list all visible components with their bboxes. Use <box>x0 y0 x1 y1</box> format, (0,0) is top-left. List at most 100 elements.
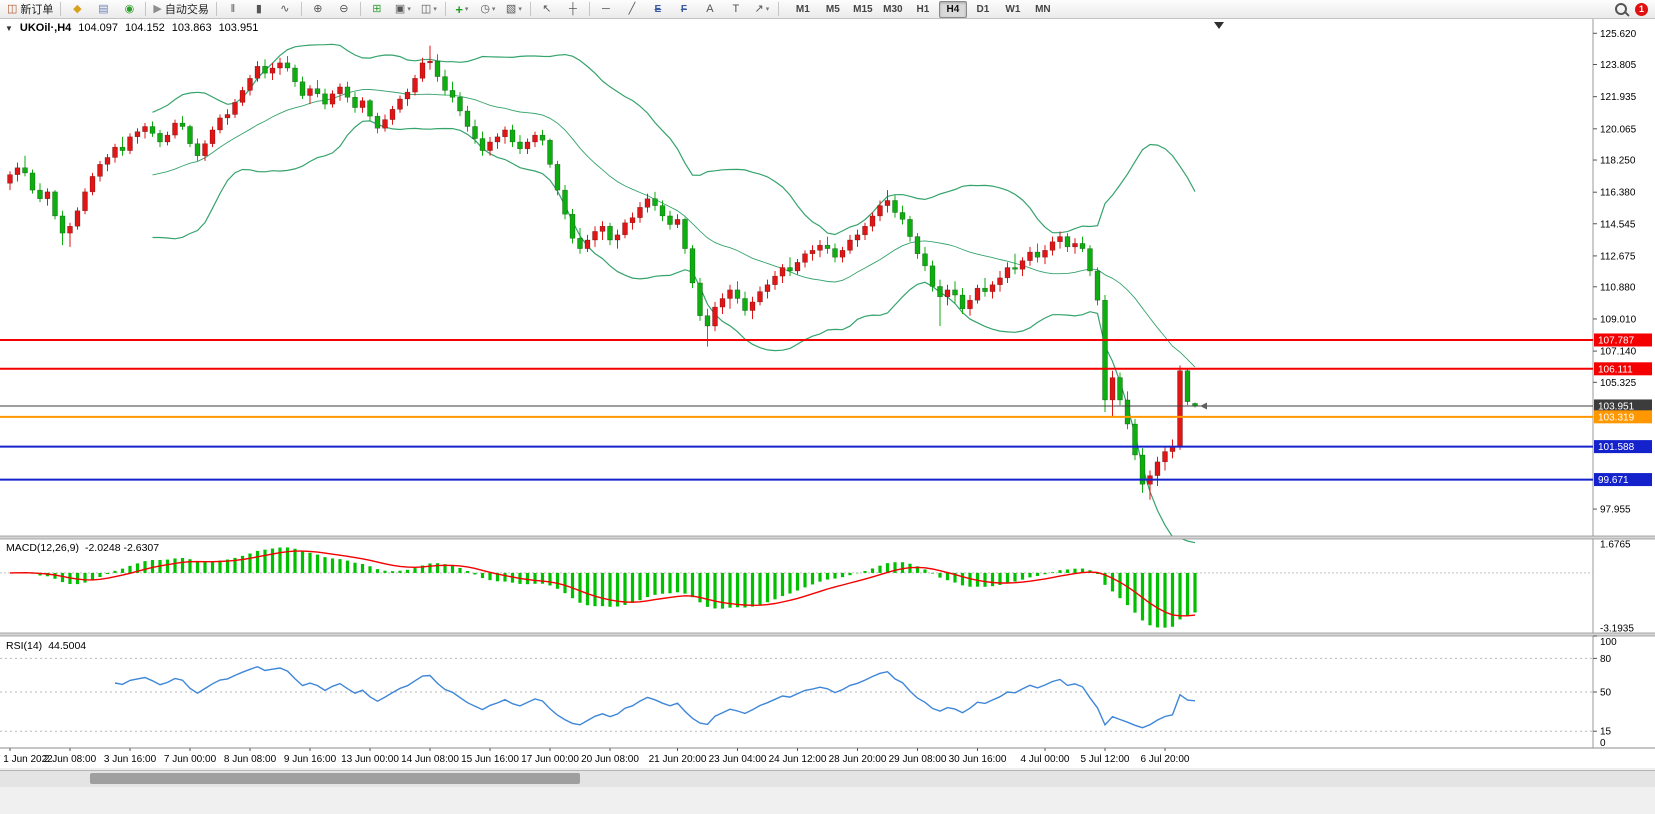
macd-name: MACD(12,26,9) <box>6 542 79 554</box>
svg-text:105.325: 105.325 <box>1600 378 1637 389</box>
candle-body <box>367 100 373 117</box>
trendline-button[interactable]: ╱ <box>619 0 645 18</box>
zoom-out-icon: ⊖ <box>339 2 349 15</box>
candle-body <box>352 97 358 108</box>
candle-body <box>479 138 486 151</box>
autotrading-icon: ▶ <box>153 2 162 15</box>
text-tool-button[interactable]: A <box>697 0 723 18</box>
candle-body <box>202 143 208 156</box>
candle-body <box>742 298 748 311</box>
chart-bars-button[interactable]: ‖ <box>220 0 246 18</box>
rsi-name: RSI(14) <box>6 640 43 652</box>
candle-body <box>389 109 396 120</box>
timeframe-m30-button[interactable]: M30 <box>883 3 903 15</box>
timeframe-h1-button[interactable]: H1 <box>916 3 930 15</box>
panel-separator[interactable] <box>0 536 1655 539</box>
label-tool-icon: T <box>732 2 740 15</box>
candle-body <box>607 225 613 241</box>
time-axis-label: 20 Jun 08:00 <box>581 754 639 765</box>
macd-panel: 1.6765 -3.1935 <box>0 540 1634 635</box>
timeframe-m15-button[interactable]: M15 <box>853 3 873 15</box>
candle-body <box>854 234 861 241</box>
toolbar-separator <box>777 2 779 16</box>
svg-text:0: 0 <box>1600 738 1606 749</box>
cursor-button[interactable]: ↖ <box>534 0 560 18</box>
cascade-windows-button[interactable]: ▣ ▾ <box>390 0 416 18</box>
candle-body <box>554 164 561 191</box>
candle-body <box>1049 241 1056 251</box>
candle-body <box>1012 267 1018 270</box>
autotrading-button[interactable]: ▶ 自动交易 <box>149 0 212 18</box>
toolbar-separator <box>145 2 147 16</box>
candle-body <box>644 198 651 208</box>
timeframe-h4-button[interactable]: H4 <box>938 0 967 18</box>
chart-candles-icon: ▮ <box>255 2 262 15</box>
symbol-period-label: UKOil·,H4 <box>19 22 72 34</box>
candle-body <box>584 239 591 249</box>
candle-body <box>899 212 906 220</box>
horizontal-line-button[interactable]: ─ <box>593 0 619 18</box>
one-click-collapse-icon[interactable]: ▼ <box>5 23 13 33</box>
template-button[interactable]: ▧ ▾ <box>501 0 527 18</box>
timeframe-m1-button[interactable]: M1 <box>795 3 810 15</box>
candle-body <box>322 93 328 105</box>
navigator-button[interactable]: ◉ <box>116 0 142 18</box>
tile-windows-button[interactable]: ⊞ <box>364 0 390 18</box>
svg-text:121.935: 121.935 <box>1600 92 1637 103</box>
candle-body <box>472 126 478 139</box>
candle-body <box>52 191 58 217</box>
candle-body <box>787 267 793 272</box>
price-tag-label: 106.111 <box>1598 364 1633 375</box>
label-tool-button[interactable]: T <box>723 0 749 18</box>
arrange-windows-button[interactable]: ◫ ▾ <box>416 0 442 18</box>
zoom-out-button[interactable]: ⊖ <box>331 0 357 18</box>
toolbar-separator <box>359 2 361 16</box>
toolbar-separator <box>215 2 217 16</box>
time-axis-label: 4 Jul 00:00 <box>1021 754 1070 765</box>
new-order-button[interactable]: ◫ 新订单 <box>3 0 57 18</box>
candle-body <box>329 93 336 105</box>
candle-body <box>67 225 73 234</box>
candle-body <box>712 306 718 327</box>
timeframe-d1-button[interactable]: D1 <box>976 3 990 15</box>
chart-candles-button[interactable]: ▮ <box>246 0 272 18</box>
tile-windows-icon: ⊞ <box>372 2 382 15</box>
toolbar-buttons: ◫ 新订单 ◆ ▤ ◉ ▶ 自动交易 ‖ ▮ ∿ ⊕ ⊖ ⊞ ▣ ▾ ◫ ▾ + ▾ ◷ ▾ ▧ ▾ ↖ ┼ ─ ╱ E F A T ↗ ▾ <box>3 0 782 18</box>
chart-line-button[interactable]: ∿ <box>272 0 298 18</box>
svg-text:118.250: 118.250 <box>1600 156 1636 167</box>
svg-text:-3.1935: -3.1935 <box>1600 624 1634 635</box>
market-watch-button[interactable]: ◆ <box>64 0 90 18</box>
dropdown-arrow-icon: ▾ <box>407 6 411 13</box>
candle-body <box>179 122 186 127</box>
search-icon[interactable] <box>1615 3 1627 15</box>
chart-canvas[interactable]: 125.620 123.805 121.935 120.065 118.250 116.3… <box>0 19 1655 814</box>
candle-body <box>97 164 103 177</box>
crosshair-button[interactable]: ┼ <box>560 0 586 18</box>
arrows-tool-button[interactable]: ↗ ▾ <box>749 0 775 18</box>
toolbar-right: 1 <box>1615 2 1652 16</box>
new-order-button-label: 新订单 <box>20 4 54 16</box>
fibonacci-button[interactable]: F <box>671 0 697 18</box>
data-window-button[interactable]: ▤ <box>90 0 116 18</box>
equidistant-channel-button[interactable]: E <box>645 0 671 18</box>
periods-button[interactable]: ◷ ▾ <box>475 0 501 18</box>
timeframe-mn-button[interactable]: MN <box>1035 3 1051 15</box>
candle-body <box>104 157 111 165</box>
svg-text:109.010: 109.010 <box>1600 314 1637 325</box>
candle-body <box>652 198 658 206</box>
price-axis[interactable]: 125.620 123.805 121.935 120.065 118.250 116.3… <box>1593 29 1637 516</box>
candle-body <box>614 234 621 241</box>
timeframe-m5-button[interactable]: M5 <box>825 3 840 15</box>
dropdown-arrow-icon: ▾ <box>765 6 770 13</box>
chart-scrollbar[interactable] <box>0 770 1655 787</box>
panel-separator[interactable] <box>0 633 1655 636</box>
zoom-in-button[interactable]: ⊕ <box>305 0 331 18</box>
add-indicator-button[interactable]: + ▾ <box>449 0 475 18</box>
scrollbar-thumb[interactable] <box>90 773 580 784</box>
notification-badge[interactable]: 1 <box>1635 2 1648 16</box>
candle-body <box>809 250 816 255</box>
candle-body <box>989 284 996 292</box>
timeframe-w1-button[interactable]: W1 <box>1005 3 1021 15</box>
chart-shift-marker-icon[interactable] <box>1214 22 1224 29</box>
